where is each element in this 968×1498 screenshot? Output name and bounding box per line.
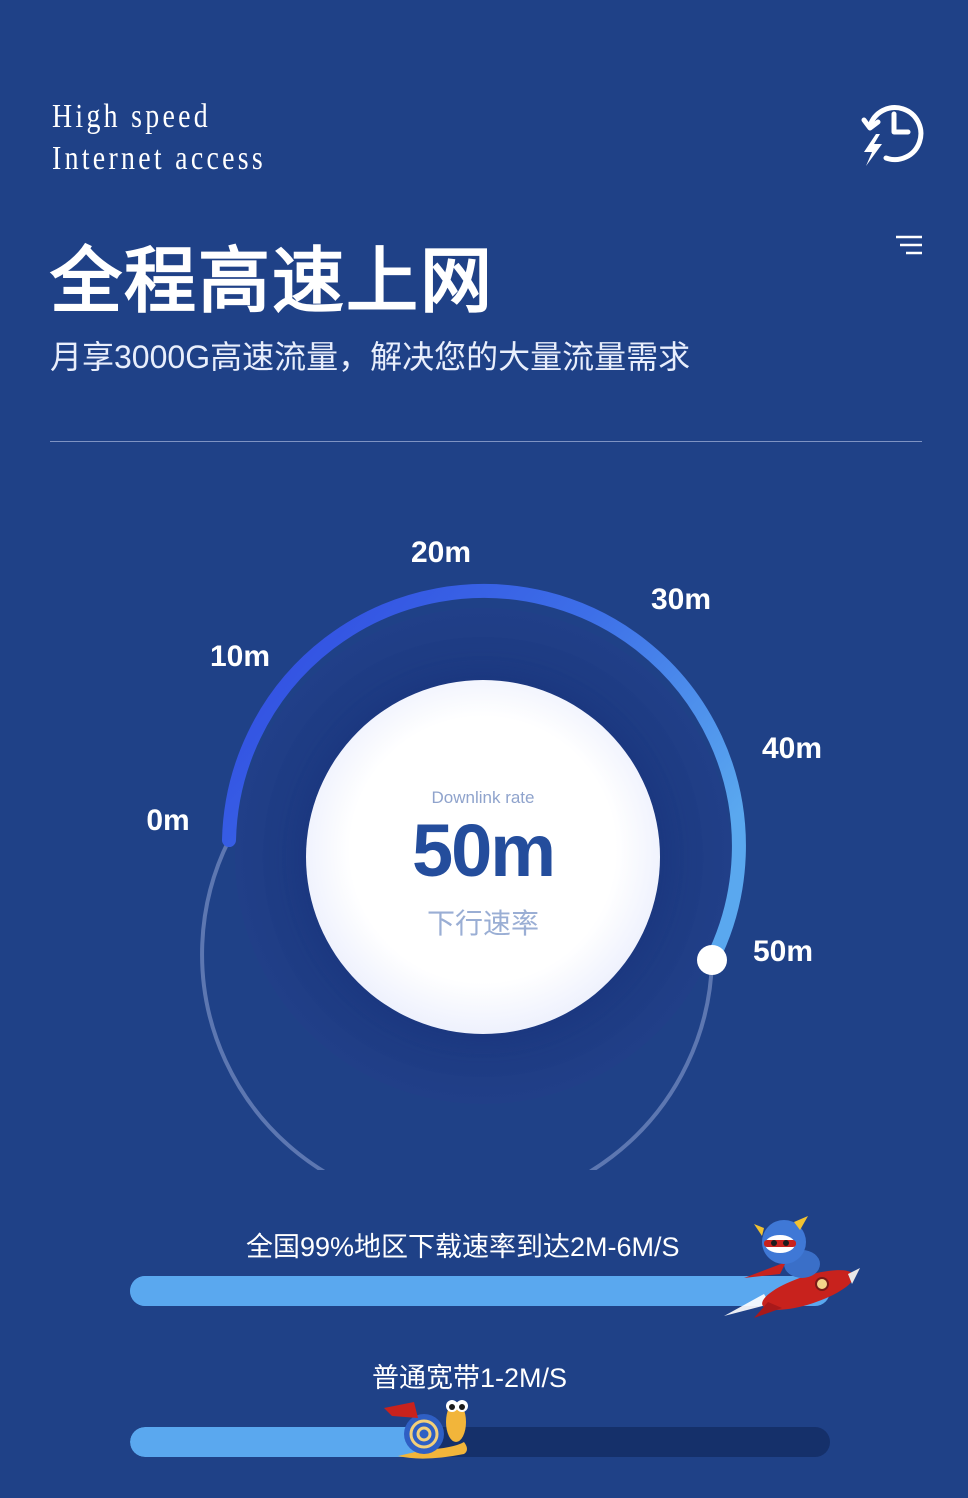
divider	[50, 441, 922, 442]
fast-speed-label: 全国99%地区下载速率到达2M-6M/S	[246, 1232, 680, 1262]
slow-speed-label: 普通宽带1-2M/S	[372, 1363, 568, 1393]
tick-label-10: 10m	[210, 640, 270, 673]
speed-readout: Downlink rate 50m 下行速率	[306, 680, 660, 1034]
menu-icon	[896, 235, 922, 255]
tagline-line-1: High speed	[52, 98, 212, 135]
fast-speed-bar	[130, 1276, 830, 1306]
menu-button[interactable]	[892, 232, 926, 258]
history-lightning-icon	[861, 105, 924, 166]
gauge-knob[interactable]	[697, 945, 727, 975]
gauge-active-arc	[222, 583, 746, 967]
rocket-hero-icon	[724, 1216, 860, 1318]
speed-gauge: 0m 10m 20m 30m 40m 50m Downlink rate 50m…	[0, 470, 968, 1170]
tagline-line-2: Internet access	[52, 140, 267, 177]
readout-value: 50m	[411, 809, 556, 892]
snail-icon	[384, 1400, 468, 1459]
history-button[interactable]	[856, 96, 928, 168]
readout-label: 下行速率	[426, 908, 539, 939]
gauge-track	[200, 839, 714, 1170]
tick-label-40: 40m	[762, 732, 822, 765]
tick-label-20: 20m	[411, 536, 471, 569]
slow-speed-bar-fill	[130, 1427, 424, 1457]
page-title: 全程高速上网	[50, 242, 495, 322]
page-subtitle: 月享3000G高速流量，解决您的大量流量需求	[50, 339, 691, 375]
slow-speed-bar	[130, 1427, 830, 1457]
tagline: High speed Internet access	[52, 96, 266, 180]
readout-caption: Downlink rate	[431, 788, 535, 807]
tick-label-30: 30m	[651, 583, 711, 616]
tick-label-0: 0m	[146, 804, 189, 837]
fast-speed-bar-fill	[130, 1276, 774, 1306]
tick-label-50: 50m	[753, 935, 813, 968]
